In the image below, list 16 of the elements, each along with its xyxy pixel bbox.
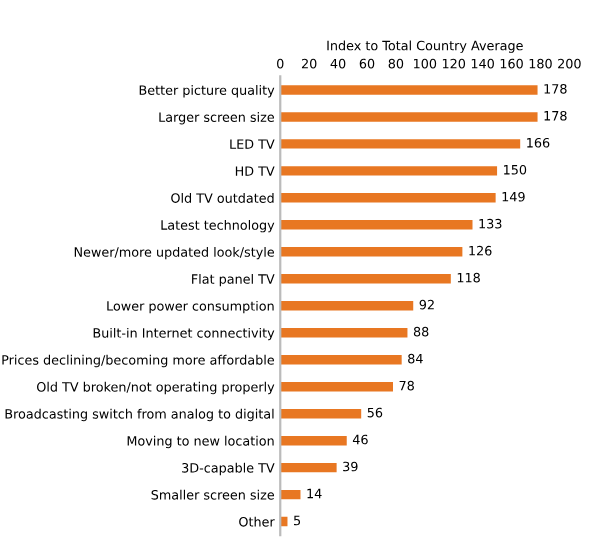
bar bbox=[280, 274, 451, 284]
bar bbox=[280, 301, 414, 311]
bar bbox=[280, 381, 393, 392]
bar bbox=[280, 462, 337, 473]
bar bbox=[280, 139, 521, 149]
bar bbox=[280, 408, 362, 419]
bar bbox=[280, 166, 498, 176]
bar bbox=[280, 328, 408, 338]
bar bbox=[280, 193, 496, 203]
bar bbox=[280, 247, 463, 257]
bar bbox=[280, 85, 538, 95]
bar bbox=[280, 489, 301, 500]
bar bbox=[280, 435, 347, 446]
bar bbox=[280, 112, 538, 122]
bar bbox=[280, 220, 473, 230]
bar bbox=[280, 355, 402, 365]
